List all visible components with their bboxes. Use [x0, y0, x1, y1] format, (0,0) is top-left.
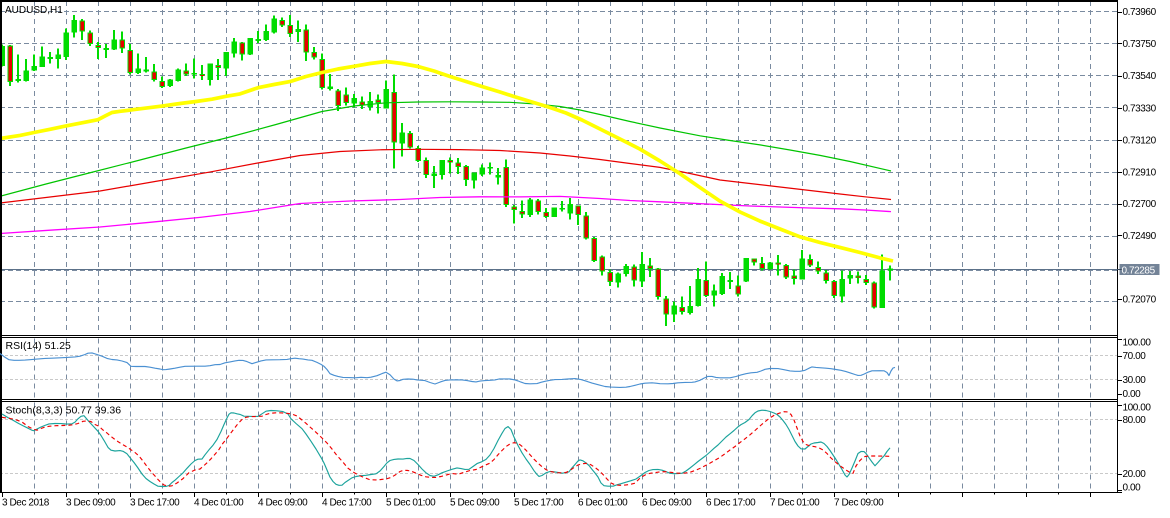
svg-text:30.00: 30.00: [1123, 375, 1147, 386]
svg-text:4 Dec 01:00: 4 Dec 01:00: [194, 498, 244, 509]
svg-text:3 Dec 2018: 3 Dec 2018: [2, 498, 50, 509]
svg-text:0.72070: 0.72070: [1123, 295, 1157, 306]
svg-text:7 Dec 09:00: 7 Dec 09:00: [834, 498, 884, 509]
svg-text:0.73540: 0.73540: [1123, 71, 1157, 82]
svg-text:3 Dec 09:00: 3 Dec 09:00: [66, 498, 116, 509]
svg-text:5 Dec 17:00: 5 Dec 17:00: [514, 498, 564, 509]
svg-text:20.00: 20.00: [1123, 469, 1147, 480]
svg-text:0.73750: 0.73750: [1123, 39, 1157, 50]
svg-text:0.72910: 0.72910: [1123, 167, 1157, 178]
svg-text:0.00: 0.00: [1123, 483, 1142, 494]
svg-text:100.00: 100.00: [1123, 338, 1152, 349]
svg-text:5 Dec 01:00: 5 Dec 01:00: [386, 498, 436, 509]
svg-text:3 Dec 17:00: 3 Dec 17:00: [130, 498, 180, 509]
svg-text:6 Dec 17:00: 6 Dec 17:00: [706, 498, 756, 509]
svg-text:100.00: 100.00: [1123, 403, 1152, 414]
svg-text:AUDUSD,H1: AUDUSD,H1: [5, 5, 63, 16]
svg-text:6 Dec 01:00: 6 Dec 01:00: [578, 498, 628, 509]
svg-text:0.73330: 0.73330: [1123, 103, 1157, 114]
svg-text:Stoch(8,3,3) 50.77 39.36: Stoch(8,3,3) 50.77 39.36: [6, 404, 122, 416]
svg-text:0.72285: 0.72285: [1122, 265, 1156, 276]
svg-text:RSI(14) 51.25: RSI(14) 51.25: [6, 340, 72, 352]
svg-text:0.73120: 0.73120: [1123, 136, 1157, 147]
svg-text:0.73960: 0.73960: [1123, 7, 1157, 18]
svg-text:0.00: 0.00: [1123, 389, 1142, 400]
svg-text:5 Dec 09:00: 5 Dec 09:00: [450, 498, 500, 509]
svg-text:4 Dec 17:00: 4 Dec 17:00: [322, 498, 372, 509]
svg-text:7 Dec 01:00: 7 Dec 01:00: [770, 498, 820, 509]
svg-text:80.00: 80.00: [1123, 415, 1147, 426]
svg-text:4 Dec 09:00: 4 Dec 09:00: [258, 498, 308, 509]
svg-text:70.00: 70.00: [1123, 351, 1147, 362]
svg-text:0.72490: 0.72490: [1123, 231, 1157, 242]
svg-text:0.72700: 0.72700: [1123, 199, 1157, 210]
svg-text:6 Dec 09:00: 6 Dec 09:00: [642, 498, 692, 509]
